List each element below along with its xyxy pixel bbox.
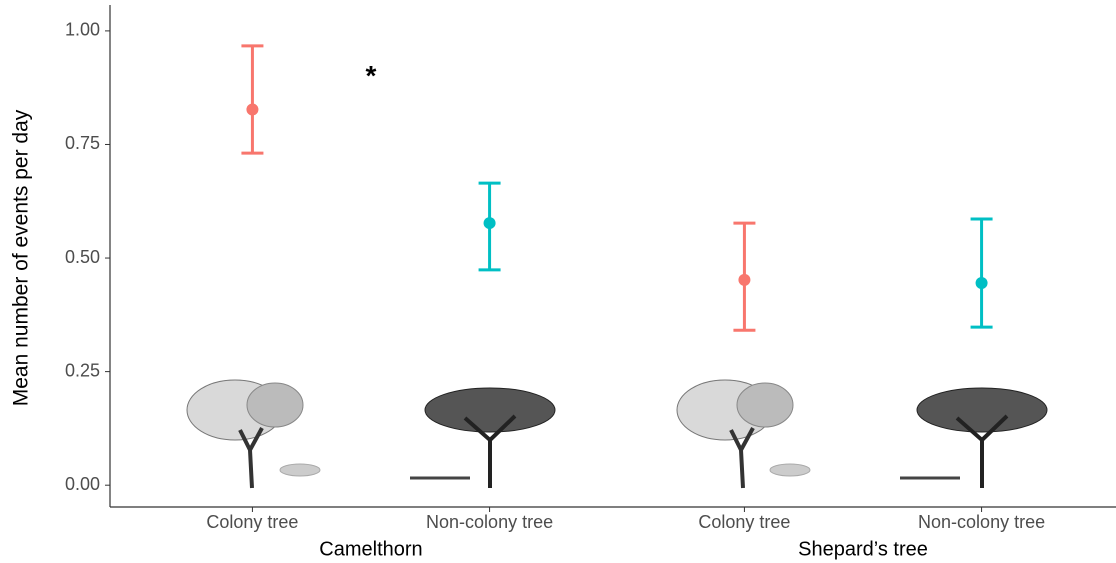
x-tick-label: Colony tree	[698, 512, 790, 532]
x-tick-label: Non-colony tree	[918, 512, 1045, 532]
mean-point	[484, 217, 496, 229]
y-tick-label: 0.00	[65, 474, 100, 494]
tree-illustrations	[187, 380, 1047, 488]
non-colony-tree-image	[410, 388, 555, 488]
y-tick-label: 0.50	[65, 247, 100, 267]
x-tick-label: Non-colony tree	[426, 512, 553, 532]
group-label: Camelthorn	[319, 538, 422, 560]
mean-point	[246, 103, 258, 115]
colony-tree-image	[677, 380, 810, 488]
x-tick-label: Colony tree	[206, 512, 298, 532]
y-axis-title: Mean number of events per day	[10, 109, 33, 406]
group-label: Shepard’s tree	[798, 538, 928, 560]
chart: Mean number of events per day 0.00 0.25 0.…	[0, 0, 1116, 563]
mean-point	[976, 277, 988, 289]
y-tick-label: 0.75	[65, 133, 100, 153]
non-colony-tree-image	[900, 388, 1047, 488]
mean-point	[738, 274, 750, 286]
annotation: *	[366, 60, 377, 91]
y-tick-label: 1.00	[65, 20, 100, 40]
y-tick-label: 0.25	[65, 360, 100, 380]
colony-tree-image	[187, 380, 320, 488]
